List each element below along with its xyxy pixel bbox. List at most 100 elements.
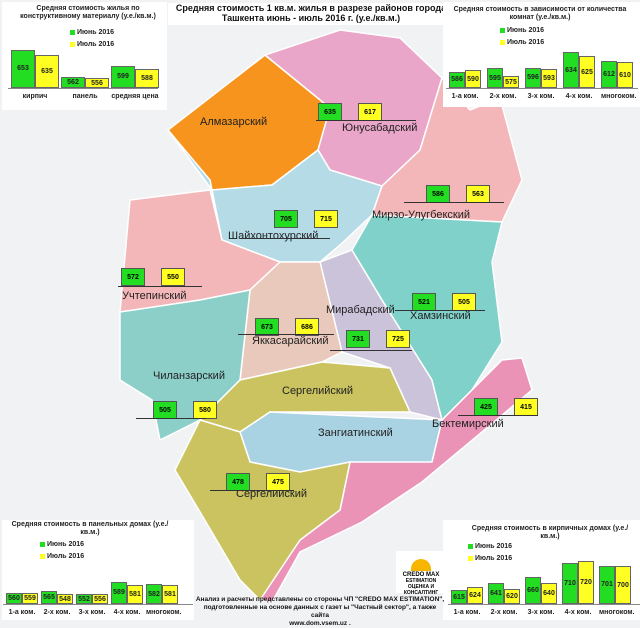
district-name: Чиланзарский <box>153 370 225 382</box>
chart-title: Средняя стоимость в зависимости от колич… <box>453 6 627 21</box>
district-name: Бектемирский <box>432 418 504 430</box>
leader-line <box>210 490 294 491</box>
logo-sub: ESTIMATION <box>405 578 437 584</box>
district-value-june: 505 <box>153 401 177 419</box>
chart-bar: 565 <box>41 590 57 604</box>
chart-bar: 562 <box>61 76 85 88</box>
chart-category-label: многоком. <box>599 609 635 616</box>
legend-label: Июль 2016 <box>507 39 545 46</box>
chart-bar: 590 <box>465 70 481 88</box>
legend-swatch <box>40 553 45 559</box>
credo-max-logo: CREDO MAX ESTIMATION ОЦЕНКА И КОНСАЛТИНГ <box>396 551 446 596</box>
sun-icon <box>411 559 431 571</box>
legend-swatch <box>468 555 473 561</box>
legend-label: Июль 2016 <box>475 555 513 562</box>
chart-category-label: многоком. <box>146 609 182 616</box>
legend-label: Июнь 2016 <box>475 543 513 550</box>
chart-category-label: 3-х ком. <box>78 609 106 616</box>
leader-line <box>238 334 334 335</box>
legend-july: Июль 2016 <box>40 552 84 561</box>
chart-category-label: 1-а ком. <box>451 93 479 100</box>
chart-bar: 582 <box>146 584 162 604</box>
chart-bar: 641 <box>488 582 504 604</box>
chart-bar: 701 <box>599 565 615 604</box>
chart-bar: 625 <box>579 56 595 88</box>
district-name: Мирзо-Улугбекский <box>372 209 471 221</box>
chart-category-label: многоком. <box>601 93 637 100</box>
chart-bar: 620 <box>504 588 520 604</box>
leader-line <box>395 310 485 311</box>
chart-bar: 556 <box>85 78 109 88</box>
district-value-july: 563 <box>466 185 490 203</box>
district-name: Юнусабадский <box>342 122 418 134</box>
district-name: Алмазарский <box>200 116 268 128</box>
chart-category-label: панель <box>72 93 98 100</box>
chart-bar: 560 <box>6 592 22 604</box>
legend-label: Июнь 2016 <box>47 541 85 548</box>
footer-note: Анализ и расчеты представлены со стороны… <box>195 596 445 628</box>
chart-category-label: 4-х ком. <box>113 609 141 616</box>
chart-category-label: 1-а ком. <box>453 609 481 616</box>
chart-bar: 612 <box>601 61 617 88</box>
district-name: Яккасарайский <box>252 335 329 347</box>
chart-bar: 660 <box>525 577 541 604</box>
chart-axis <box>448 604 640 605</box>
chart-category-label: 3-х ком. <box>527 93 555 100</box>
district-value-july: 550 <box>161 268 185 286</box>
chart-category-label: средняя цена <box>111 93 159 100</box>
chart-bar: 589 <box>111 581 127 604</box>
district-value-june: 673 <box>255 318 279 336</box>
district-value-july: 475 <box>266 473 290 491</box>
chart-bar: 559 <box>22 592 38 604</box>
legend-swatch <box>70 41 75 47</box>
district-value-june: 521 <box>412 293 436 311</box>
leader-line <box>316 120 416 121</box>
map-title: Средняя стоимость 1 кв.м. жилья в разрез… <box>168 3 454 25</box>
leader-line <box>404 202 504 203</box>
chart-bar: 552 <box>76 594 92 604</box>
district-name: Учтепинский <box>122 290 187 302</box>
legend-label: Июль 2016 <box>47 553 85 560</box>
district-value-july: 617 <box>358 103 382 121</box>
district-value-june: 425 <box>474 398 498 416</box>
legend-swatch <box>70 29 75 35</box>
chart-panel <box>443 2 640 107</box>
chart-axis <box>8 88 158 89</box>
district-value-june: 572 <box>121 268 145 286</box>
chart-category-label: 3-х ком. <box>527 609 555 616</box>
chart-bar: 700 <box>615 566 631 604</box>
chart-bar: 556 <box>92 594 108 604</box>
district-name: Зангиатинский <box>318 427 393 439</box>
chart-bar: 640 <box>541 583 557 604</box>
district-value-july: 580 <box>193 401 217 419</box>
chart-axis <box>446 88 638 89</box>
footer-line-2: подготовленные на основе данных с газет … <box>203 604 437 619</box>
chart-bar: 615 <box>451 590 467 604</box>
chart-bar: 586 <box>449 71 465 88</box>
legend-june: Июнь 2016 <box>468 542 512 551</box>
legend-swatch <box>500 39 505 45</box>
chart-bar: 634 <box>563 52 579 88</box>
leader-line <box>240 238 330 239</box>
district-value-july: 415 <box>514 398 538 416</box>
chart-bar: 653 <box>11 49 35 88</box>
footer-line-1: Анализ и расчеты представлены со стороны… <box>195 596 445 603</box>
chart-category-label: 2-х ком. <box>489 93 517 100</box>
chart-bar: 610 <box>617 62 633 88</box>
legend-june: Июнь 2016 <box>40 540 84 549</box>
district-value-july: 725 <box>386 330 410 348</box>
district-sergeli-south[interactable] <box>174 419 351 602</box>
chart-bar: 581 <box>162 584 178 604</box>
legend-swatch <box>40 541 45 547</box>
legend-label: Июль 2016 <box>77 41 115 48</box>
chart-category-label: 4-х ком. <box>565 93 593 100</box>
chart-bar: 710 <box>562 563 578 604</box>
district-value-june: 705 <box>274 210 298 228</box>
district-value-july: 686 <box>295 318 319 336</box>
footer-line-3[interactable]: www.dom.vsem.uz . <box>289 620 351 627</box>
district-name: Хамзинский <box>410 310 471 322</box>
district-value-june: 586 <box>426 185 450 203</box>
chart-bar: 596 <box>525 67 541 88</box>
chart-bar: 595 <box>487 68 503 88</box>
leader-line <box>330 350 412 351</box>
